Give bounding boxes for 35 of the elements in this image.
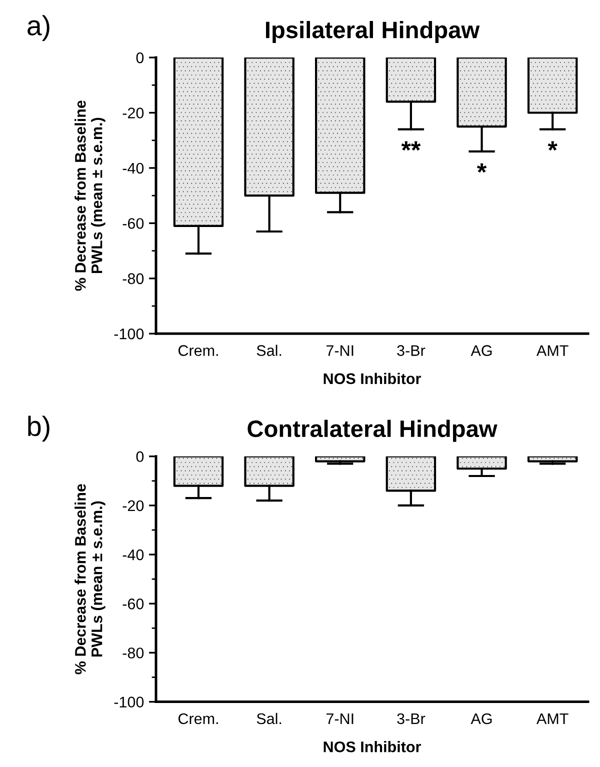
x-tick-label: 7-NI	[326, 345, 354, 356]
x-axis-title: NOS Inhibitor	[324, 372, 421, 384]
y-tick-label: -80	[122, 273, 144, 284]
x-tick-label: AG	[470, 713, 492, 724]
y-tick-label: -60	[122, 218, 144, 229]
annotation: *	[476, 163, 487, 173]
x-tick-label: Sal.	[256, 712, 282, 724]
x-tick-label: AG	[470, 345, 492, 356]
x-tick-label: 3-Br	[397, 345, 426, 356]
y-tick-label: -80	[122, 648, 144, 658]
x-tick-label: 3-Br	[397, 713, 426, 724]
y-tick-label: -20	[122, 500, 144, 512]
text: b)	[28, 416, 50, 442]
y-tick-label: 0	[136, 451, 144, 462]
x-tick-label: Crem.	[178, 713, 218, 724]
chart-title: Contralateral Hindpaw	[248, 420, 498, 442]
y-axis-title: % Decrease from Baseline PWLs (mean ± s.e.m.)	[74, 100, 106, 291]
x-tick-label: 7-NI	[326, 713, 354, 724]
x-tick-label: Crem.	[178, 345, 218, 356]
x-axis-title: NOS Inhibitor	[324, 741, 421, 752]
y-tick-label: -60	[122, 598, 144, 610]
annotation: *	[548, 141, 558, 151]
x-tick-label: AMT	[536, 345, 568, 356]
y-tick-label: -40	[122, 549, 144, 560]
x-tick-label: AMT	[536, 713, 568, 724]
y-tick-label: -100	[114, 328, 144, 340]
y-tick-label: 0	[136, 52, 144, 64]
text: a)	[28, 15, 50, 41]
chart-title: Ipsilateral Hindpaw	[266, 20, 480, 43]
annotation: **	[401, 141, 421, 151]
x-tick-label: Sal.	[256, 344, 282, 356]
y-tick-label: -20	[122, 108, 144, 118]
y-axis-title: % Decrease from Baseline PWLs (mean ± s.e.m.)	[74, 484, 106, 674]
y-tick-label: -40	[122, 162, 144, 174]
y-tick-label: -100	[114, 696, 144, 708]
